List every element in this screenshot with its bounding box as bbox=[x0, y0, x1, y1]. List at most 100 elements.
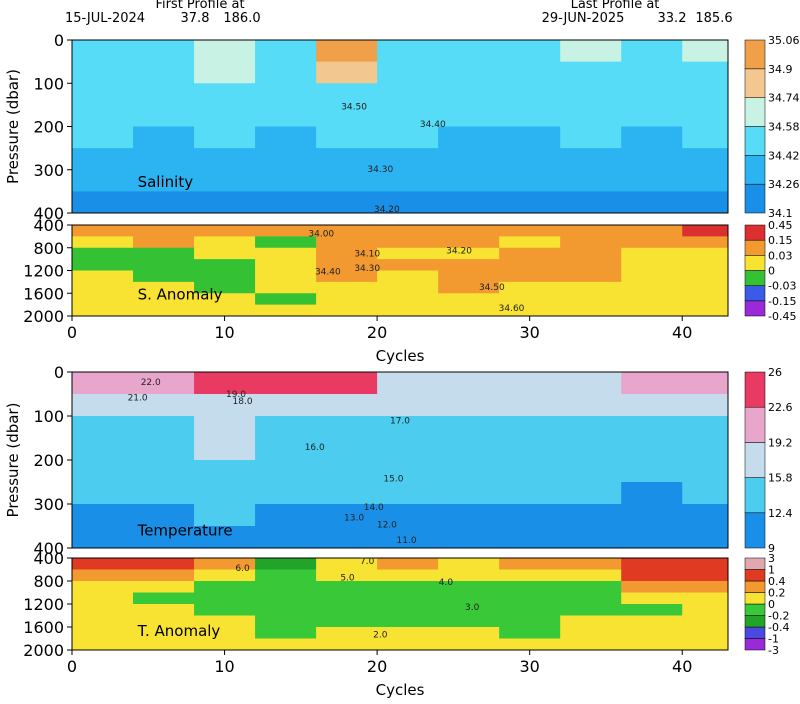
cell bbox=[194, 281, 256, 294]
cell bbox=[377, 394, 439, 417]
cell bbox=[316, 281, 378, 294]
cell bbox=[133, 126, 195, 149]
cell bbox=[194, 460, 256, 483]
y-tick-label: 100 bbox=[33, 74, 64, 93]
cell bbox=[682, 638, 729, 651]
cell bbox=[255, 61, 317, 84]
colorbar-label: 34.42 bbox=[768, 149, 800, 162]
cell bbox=[255, 293, 317, 306]
cell bbox=[499, 259, 561, 271]
cell bbox=[377, 225, 439, 237]
colorbar-label: -1 bbox=[768, 633, 779, 646]
cell bbox=[682, 482, 729, 505]
panel-label: Temperature bbox=[137, 522, 233, 540]
cell bbox=[560, 581, 622, 593]
cell bbox=[682, 104, 729, 127]
cell bbox=[438, 225, 500, 237]
cell bbox=[72, 416, 134, 439]
contour-label: 7.0 bbox=[360, 557, 375, 567]
cell bbox=[194, 372, 256, 395]
cell bbox=[621, 438, 683, 461]
cell bbox=[499, 191, 561, 214]
cell bbox=[621, 225, 683, 237]
y-tick-label: 1600 bbox=[23, 284, 64, 303]
cell bbox=[194, 247, 256, 260]
colorbar-band bbox=[744, 68, 766, 98]
cell bbox=[255, 148, 317, 171]
cell bbox=[133, 191, 195, 214]
cell bbox=[438, 581, 500, 593]
cell bbox=[682, 438, 729, 461]
cell bbox=[682, 225, 729, 237]
cell bbox=[438, 526, 500, 549]
cell bbox=[255, 304, 317, 317]
cell bbox=[560, 627, 622, 639]
cell bbox=[377, 604, 439, 616]
y-tick-label: 300 bbox=[33, 495, 64, 514]
cell bbox=[621, 83, 683, 106]
cell bbox=[72, 569, 134, 582]
cell bbox=[316, 569, 378, 582]
x-tick-label: 30 bbox=[519, 323, 539, 342]
cell bbox=[438, 259, 500, 271]
cell bbox=[194, 169, 256, 192]
cell bbox=[316, 126, 378, 149]
y-tick-label: 0 bbox=[54, 363, 64, 382]
cell bbox=[316, 558, 378, 570]
cell bbox=[377, 270, 439, 283]
x-axis-label: Cycles bbox=[376, 681, 425, 699]
last-date: 29-JUN-2025 bbox=[542, 11, 625, 26]
cell bbox=[72, 372, 134, 395]
cell bbox=[194, 558, 256, 570]
cell bbox=[377, 558, 439, 570]
colorbar-label: 0.4 bbox=[768, 575, 786, 588]
cell bbox=[255, 416, 317, 439]
cell bbox=[560, 526, 622, 549]
cell bbox=[438, 592, 500, 605]
cell bbox=[499, 638, 561, 651]
cell bbox=[194, 83, 256, 106]
cell bbox=[438, 627, 500, 639]
cell bbox=[499, 225, 561, 237]
cell bbox=[72, 104, 134, 127]
colorbar-band bbox=[744, 580, 766, 593]
colorbar-label: -3 bbox=[768, 644, 779, 657]
y-tick-label: 1200 bbox=[23, 595, 64, 614]
colorbar-label: -0.03 bbox=[768, 280, 796, 293]
cell bbox=[133, 592, 195, 605]
colorbar-band bbox=[744, 477, 766, 514]
colorbar-band bbox=[744, 285, 766, 302]
colorbar-band bbox=[744, 603, 766, 616]
first-lon: 186.0 bbox=[223, 11, 260, 26]
cell bbox=[316, 438, 378, 461]
panel-label: T. Anomaly bbox=[137, 622, 221, 640]
cell bbox=[316, 416, 378, 439]
cell bbox=[377, 304, 439, 317]
contour-label: 34.30 bbox=[367, 165, 393, 175]
y-tick-label: 400 bbox=[33, 549, 64, 568]
cell bbox=[438, 482, 500, 505]
cell bbox=[621, 416, 683, 439]
cell bbox=[194, 627, 256, 639]
colorbar-label: 0 bbox=[768, 265, 775, 278]
cell bbox=[255, 592, 317, 605]
contour-label: 18.0 bbox=[233, 397, 253, 407]
cell bbox=[377, 281, 439, 294]
cell bbox=[621, 104, 683, 127]
cell bbox=[316, 604, 378, 616]
cell bbox=[560, 504, 622, 527]
cell bbox=[72, 270, 134, 283]
colorbar-label: 34.58 bbox=[768, 121, 800, 134]
cell bbox=[316, 526, 378, 549]
cell bbox=[499, 104, 561, 127]
cell bbox=[621, 638, 683, 651]
cell bbox=[377, 148, 439, 171]
cell bbox=[133, 225, 195, 237]
last-lon: 185.6 bbox=[695, 11, 732, 26]
cell bbox=[133, 460, 195, 483]
contour-label: 17.0 bbox=[390, 417, 410, 427]
colorbar-label: 26 bbox=[768, 366, 782, 379]
cell bbox=[72, 191, 134, 214]
colorbar-band bbox=[744, 638, 766, 651]
cell bbox=[682, 281, 729, 294]
